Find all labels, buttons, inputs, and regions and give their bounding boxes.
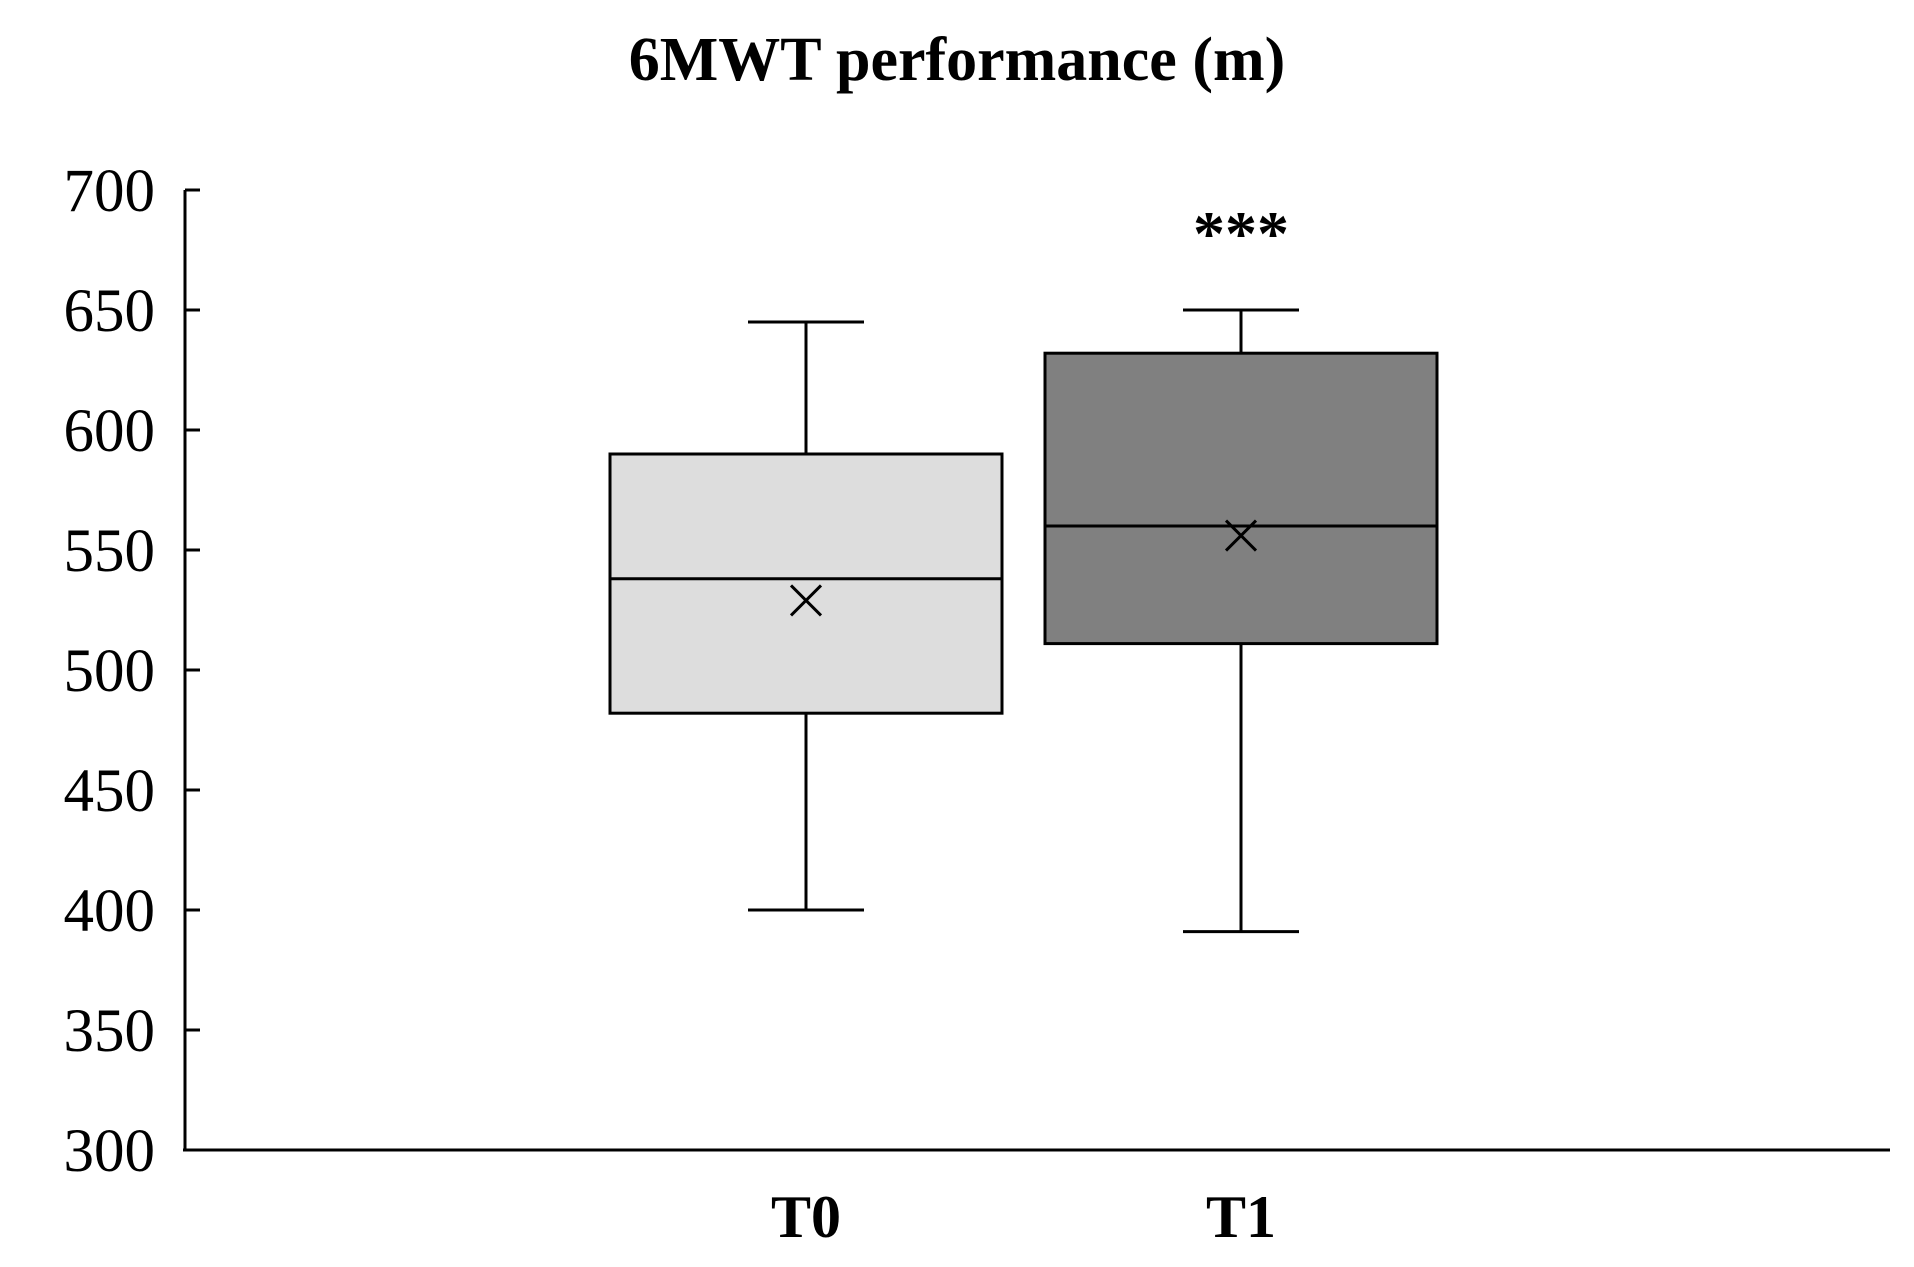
y-tick-label: 300 bbox=[64, 1118, 156, 1185]
chart-title: 6MWT performance (m) bbox=[629, 26, 1286, 94]
x-tick-label: T0 bbox=[771, 1184, 841, 1250]
mean-marker-stroke bbox=[1224, 519, 1258, 552]
y-tick-label: 600 bbox=[64, 398, 156, 465]
x-tick-label: T1 bbox=[1206, 1184, 1276, 1250]
box-t1: *** bbox=[1043, 198, 1439, 934]
y-tick-label: 450 bbox=[64, 758, 156, 825]
iqr-box bbox=[1043, 351, 1439, 646]
box-t0 bbox=[608, 320, 1004, 912]
y-tick-label: 700 bbox=[64, 158, 156, 225]
mean-marker bbox=[789, 584, 823, 617]
y-tick-label: 500 bbox=[64, 638, 156, 705]
axes bbox=[183, 190, 1890, 1152]
iqr-box bbox=[608, 452, 1004, 715]
significance-annotation: *** bbox=[1193, 198, 1289, 269]
y-tick-label: 650 bbox=[64, 278, 156, 345]
boxes: *** bbox=[608, 198, 1439, 934]
y-tick-label: 350 bbox=[64, 998, 156, 1065]
y-ticks: 700 650 600 550 500 450 400 350 300 bbox=[64, 158, 200, 1185]
x-ticks: T0 T1 bbox=[771, 1184, 1276, 1250]
y-tick-label: 550 bbox=[64, 518, 156, 585]
y-tick-label: 400 bbox=[64, 878, 156, 945]
mean-marker bbox=[1224, 519, 1258, 552]
mean-marker-stroke bbox=[789, 584, 823, 617]
